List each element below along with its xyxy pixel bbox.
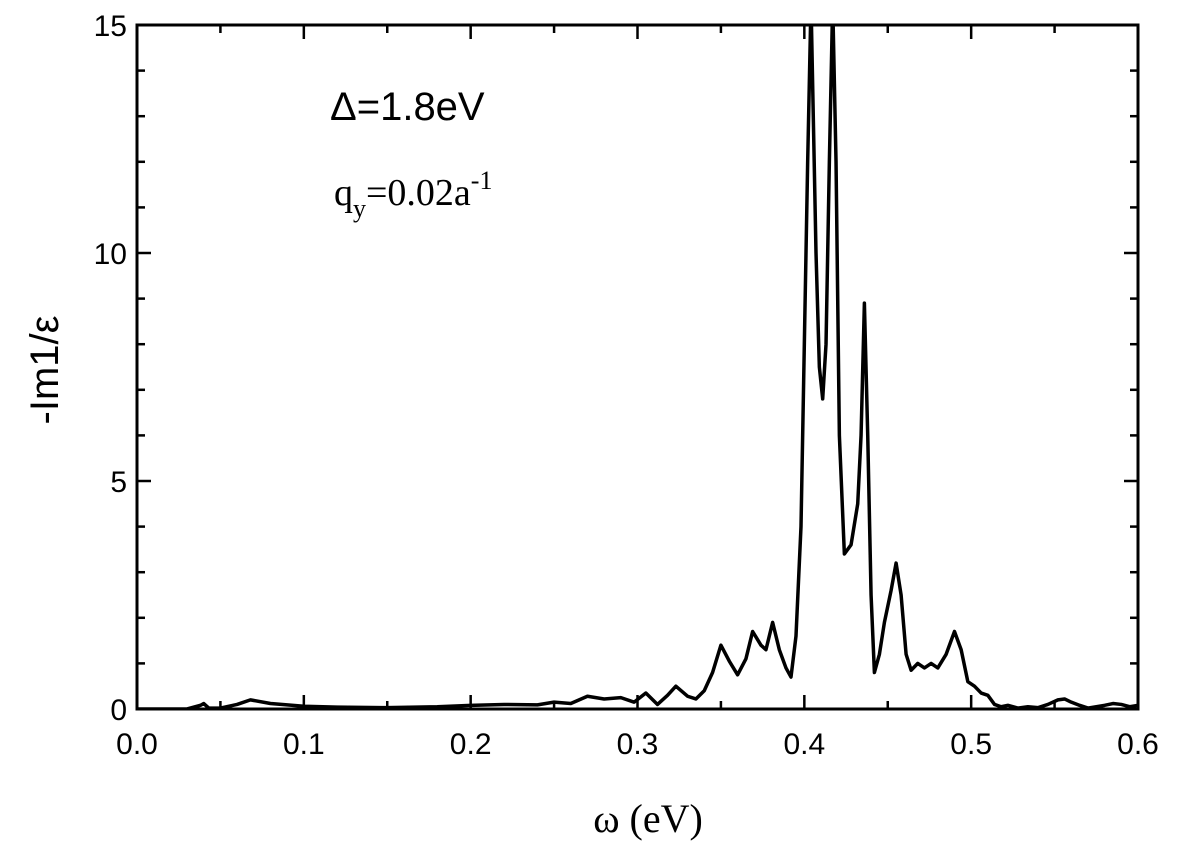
y-tick-label: 5 bbox=[110, 466, 127, 499]
y-tick-label: 0 bbox=[110, 694, 127, 727]
x-tick-label: 0.1 bbox=[283, 728, 325, 761]
x-axis-title: ω (eV) bbox=[593, 796, 703, 841]
q-main: q bbox=[334, 172, 353, 214]
delta-annotation: Δ=1.8eV bbox=[330, 85, 485, 129]
x-tick-label: 0.4 bbox=[783, 728, 825, 761]
x-tick-label: 0.6 bbox=[1117, 728, 1159, 761]
y-tick-label: 15 bbox=[94, 10, 127, 43]
plot-frame bbox=[135, 23, 1140, 711]
q-value: =0.02a bbox=[366, 172, 471, 214]
x-tick-label: 0.5 bbox=[950, 728, 992, 761]
y-tick-label: 10 bbox=[94, 238, 127, 271]
x-tick-label: 0.2 bbox=[450, 728, 492, 761]
q-subscript: y bbox=[353, 194, 366, 223]
y-tick-labels: 0 5 10 15 bbox=[94, 10, 127, 727]
y-axis-title: -Im1/ε bbox=[23, 315, 67, 424]
x-tick-labels: 0.0 0.1 0.2 0.3 0.4 0.5 0.6 bbox=[116, 728, 1159, 761]
q-superscript: -1 bbox=[471, 166, 493, 195]
tick-marks bbox=[135, 23, 1140, 711]
series-line bbox=[137, 25, 1138, 709]
x-tick-label: 0.3 bbox=[617, 728, 659, 761]
q-annotation: qy=0.02a-1 bbox=[334, 166, 492, 223]
x-tick-label: 0.0 bbox=[116, 728, 158, 761]
